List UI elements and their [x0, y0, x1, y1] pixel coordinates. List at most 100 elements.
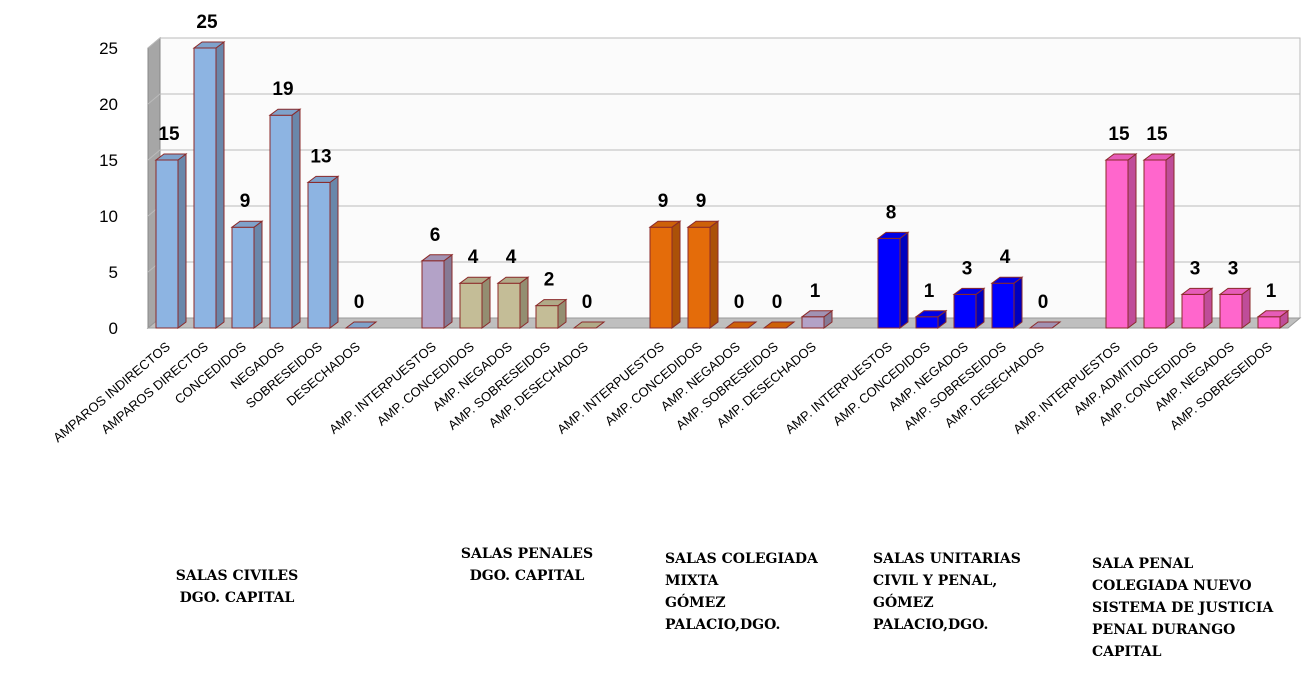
bar — [953, 293, 977, 329]
value-label: 15 — [1108, 124, 1130, 145]
bar — [459, 282, 483, 329]
value-label: 3 — [1228, 258, 1239, 279]
bar-side — [1241, 287, 1251, 329]
group-label: CIVIL Y PENAL, — [873, 573, 997, 589]
bar-top — [1180, 287, 1214, 295]
group-label: PENAL DURANGO — [1092, 622, 1235, 638]
value-label: 9 — [696, 191, 707, 212]
bar — [155, 159, 179, 329]
bar-side — [177, 153, 187, 329]
bar — [307, 181, 331, 329]
bar-top — [1256, 310, 1290, 318]
value-label: 0 — [734, 292, 745, 313]
grid-line — [147, 37, 1300, 49]
value-label: 19 — [272, 79, 293, 100]
bar — [269, 114, 293, 329]
bar-side — [329, 175, 339, 329]
bar — [991, 282, 1015, 329]
value-label: 3 — [962, 258, 973, 279]
bar — [421, 260, 445, 329]
bar-top — [192, 41, 226, 49]
y-tick-label: 15 — [99, 151, 118, 170]
bar-side — [899, 231, 909, 329]
group-label: SALAS CIVILES — [176, 568, 298, 584]
bar-side — [1127, 153, 1137, 329]
y-tick-label: 20 — [99, 95, 118, 114]
bar-side — [709, 220, 719, 329]
bar-top — [800, 310, 834, 318]
group-label: SALAS UNITARIAS — [873, 551, 1021, 567]
value-label: 8 — [886, 202, 897, 223]
bar — [231, 226, 255, 329]
value-label: 4 — [506, 247, 517, 268]
bar — [687, 226, 711, 329]
value-label: 1 — [810, 281, 821, 302]
bar — [649, 226, 673, 329]
group-label: SISTEMA DE JUSTICIA — [1092, 600, 1274, 616]
value-label: 13 — [310, 146, 331, 167]
bar-top — [572, 321, 606, 329]
group-label: CAPITAL — [1092, 644, 1162, 660]
bar-side — [519, 276, 529, 329]
value-label: 6 — [430, 225, 441, 246]
bar — [915, 316, 939, 329]
value-label: 4 — [1000, 247, 1011, 268]
value-label: 2 — [544, 270, 555, 291]
value-label: 0 — [354, 292, 365, 313]
bar-top — [1104, 153, 1138, 161]
bar-top — [230, 220, 264, 228]
y-tick-label: 5 — [109, 263, 118, 282]
group-label: GÓMEZ — [665, 593, 726, 611]
bar-side — [975, 287, 985, 329]
value-label: 1 — [924, 281, 935, 302]
y-tick-label: 25 — [99, 39, 118, 58]
bar-top — [1142, 153, 1176, 161]
bar — [497, 282, 521, 329]
bar — [193, 47, 217, 329]
value-label: 0 — [582, 292, 593, 313]
value-label: 15 — [1146, 124, 1168, 145]
group-label: DGO. CAPITAL — [470, 568, 585, 584]
bar-top — [344, 321, 378, 329]
bar-side — [1013, 276, 1023, 329]
bar-top — [1028, 321, 1062, 329]
group-label: MIXTA — [665, 573, 720, 589]
grid-line — [147, 149, 1300, 161]
value-label: 1 — [1266, 281, 1277, 302]
bar — [1143, 159, 1167, 329]
bar-side — [1165, 153, 1175, 329]
bar — [535, 305, 559, 329]
bar-top — [914, 310, 948, 318]
bar-side — [291, 108, 301, 329]
bar-side — [443, 253, 453, 329]
bar — [1257, 316, 1281, 329]
bar — [877, 237, 901, 329]
value-label: 3 — [1190, 258, 1201, 279]
value-label: 0 — [772, 292, 783, 313]
group-label: DGO. CAPITAL — [180, 590, 295, 606]
group-label: PALACIO,DGO. — [665, 617, 780, 633]
bar-top — [648, 220, 682, 228]
value-label: 25 — [196, 12, 218, 33]
bar-top — [1218, 287, 1252, 295]
y-tick-label: 10 — [99, 207, 118, 226]
bar-top — [268, 108, 302, 116]
bar-top — [534, 299, 568, 307]
bar-top — [724, 321, 758, 329]
bar — [1219, 293, 1243, 329]
bar — [801, 316, 825, 329]
bar-top — [496, 276, 530, 284]
group-label: SALA PENAL — [1092, 556, 1193, 572]
bar-top — [306, 175, 340, 183]
group-label: SALAS PENALES — [461, 546, 593, 562]
bar-top — [458, 276, 492, 284]
value-label: 9 — [240, 191, 251, 212]
bar-side — [671, 220, 681, 329]
group-label: GÓMEZ — [873, 593, 934, 611]
bar-side — [481, 276, 491, 329]
bar-side — [253, 220, 263, 329]
bar — [1105, 159, 1129, 329]
bar-side — [215, 41, 225, 329]
bar-top — [154, 153, 188, 161]
